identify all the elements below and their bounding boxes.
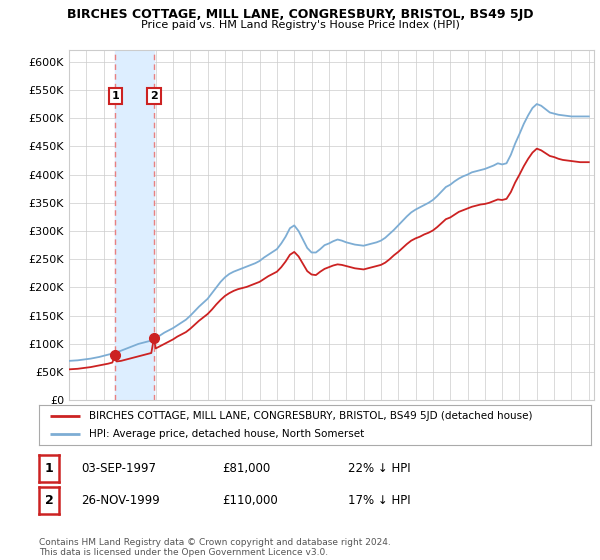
Text: 1: 1 [112,91,119,101]
Text: 22% ↓ HPI: 22% ↓ HPI [348,461,410,475]
Text: £110,000: £110,000 [222,493,278,507]
Text: BIRCHES COTTAGE, MILL LANE, CONGRESBURY, BRISTOL, BS49 5JD (detached house): BIRCHES COTTAGE, MILL LANE, CONGRESBURY,… [89,411,532,421]
Text: £81,000: £81,000 [222,461,270,475]
Text: 1: 1 [45,461,53,475]
Bar [115,50,154,400]
Text: Contains HM Land Registry data © Crown copyright and database right 2024.
This d: Contains HM Land Registry data © Crown c… [39,538,391,557]
Text: 03-SEP-1997: 03-SEP-1997 [81,461,156,475]
Text: 2: 2 [45,493,53,507]
Text: 26-NOV-1999: 26-NOV-1999 [81,493,160,507]
Text: 2: 2 [150,91,158,101]
Text: BIRCHES COTTAGE, MILL LANE, CONGRESBURY, BRISTOL, BS49 5JD: BIRCHES COTTAGE, MILL LANE, CONGRESBURY,… [67,8,533,21]
Text: HPI: Average price, detached house, North Somerset: HPI: Average price, detached house, Nort… [89,430,364,439]
Text: Price paid vs. HM Land Registry's House Price Index (HPI): Price paid vs. HM Land Registry's House … [140,20,460,30]
Text: 17% ↓ HPI: 17% ↓ HPI [348,493,410,507]
